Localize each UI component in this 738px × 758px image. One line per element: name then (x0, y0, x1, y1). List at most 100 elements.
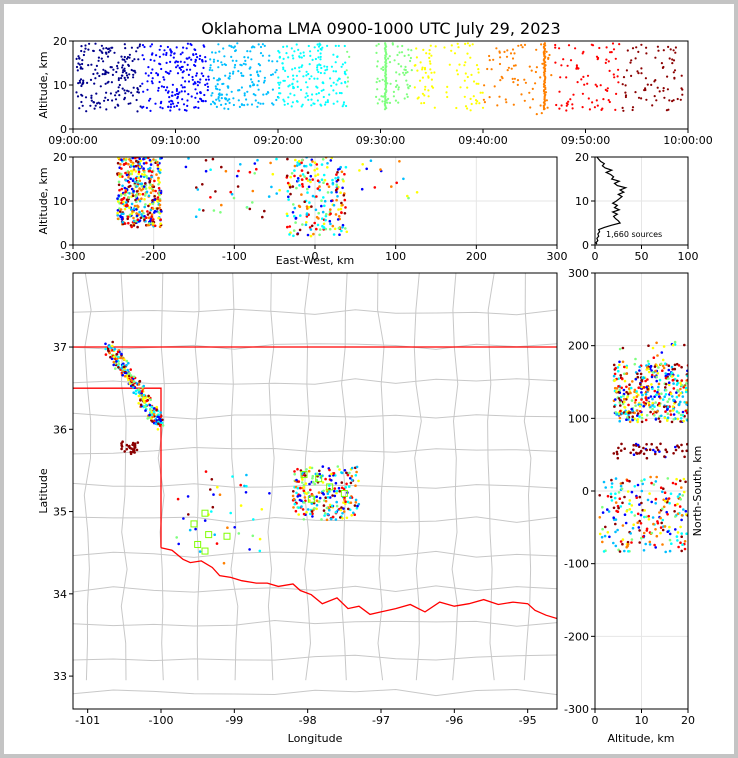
source-point (231, 59, 234, 62)
source-point (423, 88, 427, 91)
county-border-line (230, 273, 239, 681)
source-point (609, 492, 613, 496)
source-point (614, 477, 618, 480)
source-point (240, 103, 244, 106)
source-point (602, 98, 605, 101)
source-point (601, 107, 604, 110)
source-point (84, 96, 88, 99)
source-point (680, 379, 684, 382)
source-point (357, 502, 361, 506)
source-point (409, 59, 412, 63)
source-point (369, 159, 373, 162)
source-point (228, 101, 231, 104)
source-point (138, 165, 142, 169)
source-point (175, 89, 178, 92)
source-point (621, 402, 625, 406)
source-point (195, 72, 198, 75)
source-point (123, 358, 126, 361)
source-point (614, 411, 618, 414)
source-point (463, 95, 466, 98)
source-point (613, 76, 616, 79)
source-point (146, 210, 149, 213)
source-point (196, 84, 199, 87)
source-point (155, 419, 159, 422)
source-point (620, 377, 624, 380)
source-point (341, 517, 344, 520)
source-point (299, 174, 302, 178)
source-point (607, 60, 610, 63)
source-point (670, 375, 674, 378)
source-point (193, 106, 196, 109)
source-point (620, 487, 624, 491)
ns-altitude-ytick-label: -200 (564, 630, 589, 643)
source-point (278, 83, 281, 86)
source-point (146, 157, 150, 160)
source-point (636, 70, 639, 73)
source-point (184, 165, 188, 169)
source-point (195, 53, 198, 56)
source-point (612, 452, 616, 455)
source-point (463, 64, 466, 67)
source-point (605, 46, 608, 49)
source-point (128, 192, 131, 195)
source-point (283, 100, 286, 103)
source-point (471, 43, 474, 46)
source-point (245, 98, 248, 101)
source-point (113, 347, 117, 351)
source-point (620, 386, 623, 390)
source-point (516, 83, 519, 86)
source-point (214, 85, 217, 88)
source-point (183, 61, 186, 64)
source-point (658, 90, 661, 93)
source-point (305, 468, 308, 471)
source-point (646, 378, 649, 381)
county-border-line (120, 273, 128, 681)
source-point (547, 57, 550, 61)
source-point (621, 524, 625, 527)
source-point (512, 103, 515, 106)
source-point (223, 55, 226, 58)
source-point (680, 74, 683, 77)
source-point (606, 87, 609, 90)
source-point (603, 534, 607, 538)
source-point (312, 232, 315, 236)
source-point (349, 477, 352, 480)
source-point (300, 161, 303, 165)
source-point (311, 93, 314, 96)
source-point (163, 78, 166, 81)
source-point (142, 185, 146, 188)
source-point (672, 452, 675, 455)
source-point (134, 177, 138, 180)
source-point (256, 105, 259, 108)
source-point (165, 61, 168, 64)
source-point (336, 195, 339, 198)
source-point (302, 54, 306, 57)
source-point (131, 385, 135, 389)
county-border-line (83, 273, 92, 681)
source-point (651, 404, 654, 407)
source-point (305, 81, 308, 84)
source-point (157, 216, 160, 220)
source-point (274, 71, 277, 74)
source-point (684, 509, 688, 513)
source-point (345, 104, 348, 108)
source-point (531, 87, 534, 90)
county-border-line (157, 273, 165, 681)
source-point (334, 474, 337, 477)
source-point (618, 416, 622, 420)
source-point (393, 59, 396, 62)
source-point (293, 164, 297, 168)
source-point (423, 101, 426, 105)
source-point (299, 52, 302, 55)
source-point (139, 399, 142, 402)
source-point (681, 410, 685, 414)
source-point (654, 480, 658, 483)
source-point (147, 177, 151, 180)
source-point (336, 176, 340, 179)
source-point (209, 103, 213, 106)
source-point (223, 107, 226, 110)
source-point (341, 105, 344, 108)
source-point (126, 89, 129, 92)
source-point (421, 68, 424, 71)
source-point (230, 192, 234, 196)
